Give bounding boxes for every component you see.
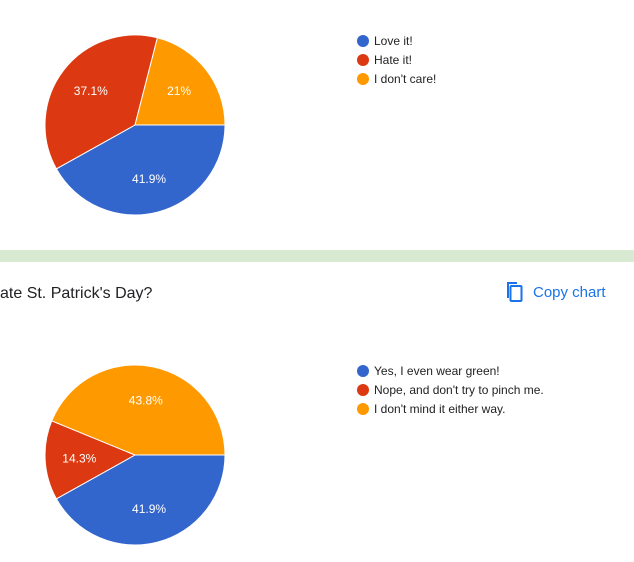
slice-value-label: 21% bbox=[167, 84, 191, 98]
pie-slice[interactable] bbox=[55, 454, 226, 546]
copy-chart-label: Copy chart bbox=[533, 283, 606, 301]
legend-label: I don't care! bbox=[374, 71, 437, 86]
legend-item[interactable]: Yes, I even wear green! bbox=[357, 361, 544, 380]
legend-label: Nope, and don't try to pinch me. bbox=[374, 382, 544, 397]
legend-dot-icon bbox=[357, 364, 369, 377]
legend-item[interactable]: Love it! bbox=[357, 31, 436, 50]
legend-item[interactable]: Hate it! bbox=[357, 50, 436, 69]
pie-slice[interactable] bbox=[55, 124, 226, 216]
pie-slice[interactable] bbox=[134, 37, 226, 126]
section-divider bbox=[0, 250, 634, 262]
slice-value-label: 41.9% bbox=[132, 502, 166, 516]
question-title: ate St. Patrick's Day? bbox=[0, 285, 153, 302]
legend-dot-icon bbox=[357, 34, 369, 47]
legend-item[interactable]: I don't mind it either way. bbox=[357, 399, 544, 418]
chart-card-2: ate St. Patrick's Day? Copy chart 41.9% 1… bbox=[0, 262, 634, 562]
legend-dot-icon bbox=[357, 383, 369, 396]
legend-label: Yes, I even wear green! bbox=[374, 363, 500, 378]
legend-dot-icon bbox=[357, 72, 369, 85]
legend-dot-icon bbox=[357, 402, 369, 415]
pie-chart-1: 41.9% 37.1% 21% bbox=[44, 34, 226, 216]
pie-slice[interactable] bbox=[44, 420, 137, 500]
legend-label: I don't mind it either way. bbox=[374, 401, 506, 416]
slice-value-label: 41.9% bbox=[132, 172, 166, 186]
slice-value-label: 37.1% bbox=[74, 84, 108, 98]
pie-slice[interactable] bbox=[44, 34, 158, 170]
legend-item[interactable]: I don't care! bbox=[357, 69, 436, 88]
legend-1: Love it! Hate it! I don't care! bbox=[357, 31, 436, 88]
legend-label: Love it! bbox=[374, 33, 413, 48]
pie-slice[interactable] bbox=[51, 364, 226, 456]
legend-dot-icon bbox=[357, 53, 369, 66]
copy-chart-button[interactable]: Copy chart bbox=[503, 281, 606, 303]
copy-icon bbox=[507, 282, 523, 302]
legend-2: Yes, I even wear green! Nope, and don't … bbox=[357, 361, 544, 418]
legend-label: Hate it! bbox=[374, 52, 413, 67]
slice-value-label: 43.8% bbox=[129, 393, 163, 407]
legend-item[interactable]: Nope, and don't try to pinch me. bbox=[357, 380, 544, 399]
pie-chart-2: 41.9% 14.3% 43.8% bbox=[44, 364, 226, 546]
slice-value-label: 14.3% bbox=[62, 451, 96, 465]
chart-card-1: 41.9% 37.1% 21% Love it! Hate it! I don't … bbox=[0, 0, 634, 250]
